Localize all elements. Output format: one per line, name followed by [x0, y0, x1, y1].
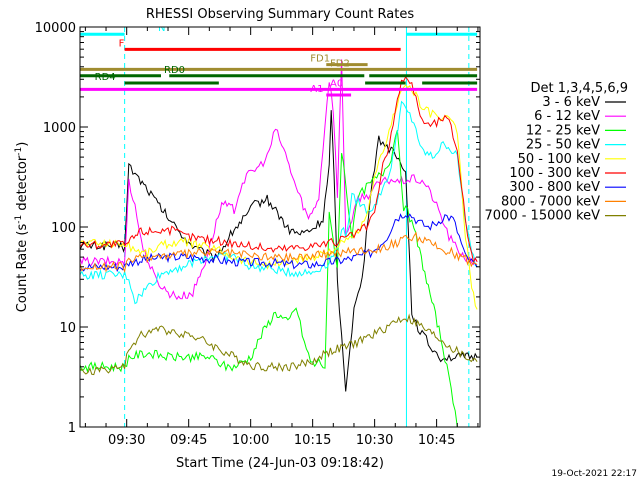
flag-label-n: N: [158, 23, 165, 34]
legend-label-3: 25 - 50 keV: [526, 138, 600, 153]
y-axis-label-sup2: -1: [14, 147, 24, 156]
plot-area: N F FD1 FD2 RD0 RD4 A0 A1: [80, 23, 478, 427]
x-tick-label: 09:30: [108, 433, 145, 448]
flag-label-rd4: RD4: [95, 72, 116, 83]
legend-label-8: 7000 - 15000 keV: [485, 209, 601, 224]
y-axis-ticks: 1 10 100 1000 10000: [35, 21, 480, 436]
y-axis-label-part2: detector: [15, 155, 30, 215]
legend-label-4: 50 - 100 keV: [518, 152, 601, 167]
series-line-7: [80, 231, 478, 274]
x-tick-label: 10:30: [356, 433, 393, 448]
x-tick-label: 10:45: [418, 433, 455, 448]
y-axis-label-part3: ): [15, 142, 30, 147]
legend-label-7: 800 - 7000 keV: [501, 194, 600, 209]
y-tick-label: 10000: [35, 21, 76, 36]
timestamp: 19-Oct-2021 22:17: [552, 469, 637, 479]
y-tick-label: 1000: [43, 121, 76, 136]
flag-label-a0: A0: [330, 78, 343, 89]
y-axis-label-sup1: -1: [14, 215, 24, 224]
legend-label-6: 300 - 800 keV: [509, 180, 600, 195]
legend-label-1: 6 - 12 keV: [534, 109, 600, 124]
series-line-1: [80, 59, 478, 301]
x-tick-label: 09:45: [170, 433, 207, 448]
flag-label-f: F: [119, 38, 125, 49]
series-line-2: [80, 130, 458, 427]
flag-label-a1: A1: [310, 84, 323, 95]
series-line-6: [80, 213, 478, 273]
y-tick-label: 1: [68, 421, 76, 436]
flag-label-fd2: FD2: [330, 58, 350, 69]
x-axis-ticks: 09:30 09:45 10:00 10:15 10:30 10:45: [84, 27, 479, 448]
legend-label-2: 12 - 25 keV: [526, 123, 600, 138]
legend-title: Det 1,3,4,5,6,9: [530, 81, 628, 96]
flags-layer: N F FD1 FD2 RD0 RD4 A0 A1: [80, 23, 478, 97]
series-line-3: [80, 100, 478, 305]
legend-label-5: 100 - 300 keV: [509, 166, 600, 181]
y-axis-label: Count Rate (s-1 detector-1): [14, 142, 30, 313]
series-line-8: [80, 313, 478, 376]
y-axis-label-part1: Count Rate (s: [15, 224, 30, 313]
y-tick-label: 10: [59, 321, 76, 336]
series-line-5: [80, 76, 478, 264]
series-layer: [80, 59, 478, 427]
flag-label-fd1: FD1: [310, 54, 330, 65]
flag-label-rd0: RD0: [164, 65, 185, 76]
chart-title: RHESSI Observing Summary Count Rates: [146, 7, 415, 22]
x-tick-label: 10:00: [232, 433, 269, 448]
x-axis-label: Start Time (24-Jun-03 09:18:42): [176, 456, 384, 471]
y-tick-label: 100: [51, 221, 76, 236]
x-tick-label: 10:15: [294, 433, 331, 448]
legend-label-0: 3 - 6 keV: [542, 95, 600, 110]
series-line-0: [80, 110, 478, 392]
vertical-markers: [124, 27, 470, 427]
